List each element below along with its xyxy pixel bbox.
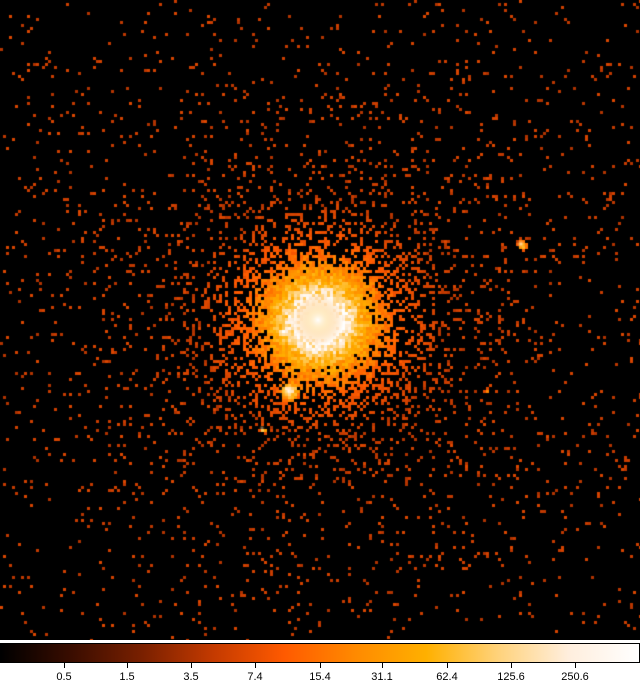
- colorbar-tick-label: 31.1: [371, 671, 393, 683]
- colorbar-tick: [64, 663, 65, 668]
- colorbar-ticks: [0, 663, 640, 669]
- colorbar: 0.5 1.5 3.5 7.4 15.4 31.1 62.4 125.6 250…: [0, 643, 640, 689]
- colorbar-tick-label: 0.5: [56, 671, 72, 683]
- colorbar-tick-label: 7.4: [247, 671, 263, 683]
- colorbar-tick: [320, 663, 321, 668]
- xray-image-canvas[interactable]: [0, 0, 640, 640]
- colorbar-tick-label: 62.4: [436, 671, 458, 683]
- colorbar-tick-label: 1.5: [119, 671, 135, 683]
- colorbar-labels: 0.5 1.5 3.5 7.4 15.4 31.1 62.4 125.6 250…: [0, 670, 640, 686]
- colorbar-tick: [447, 663, 448, 668]
- colorbar-tick: [382, 663, 383, 668]
- colorbar-tick-label: 3.5: [183, 671, 199, 683]
- colorbar-tick-label: 15.4: [309, 671, 331, 683]
- colorbar-tick: [575, 663, 576, 668]
- colorbar-gradient[interactable]: [0, 643, 640, 663]
- colorbar-tick: [255, 663, 256, 668]
- colorbar-tick-label: 250.6: [561, 671, 589, 683]
- colorbar-tick: [191, 663, 192, 668]
- colorbar-tick: [127, 663, 128, 668]
- colorbar-tick-label: 125.6: [497, 671, 525, 683]
- colorbar-tick: [511, 663, 512, 668]
